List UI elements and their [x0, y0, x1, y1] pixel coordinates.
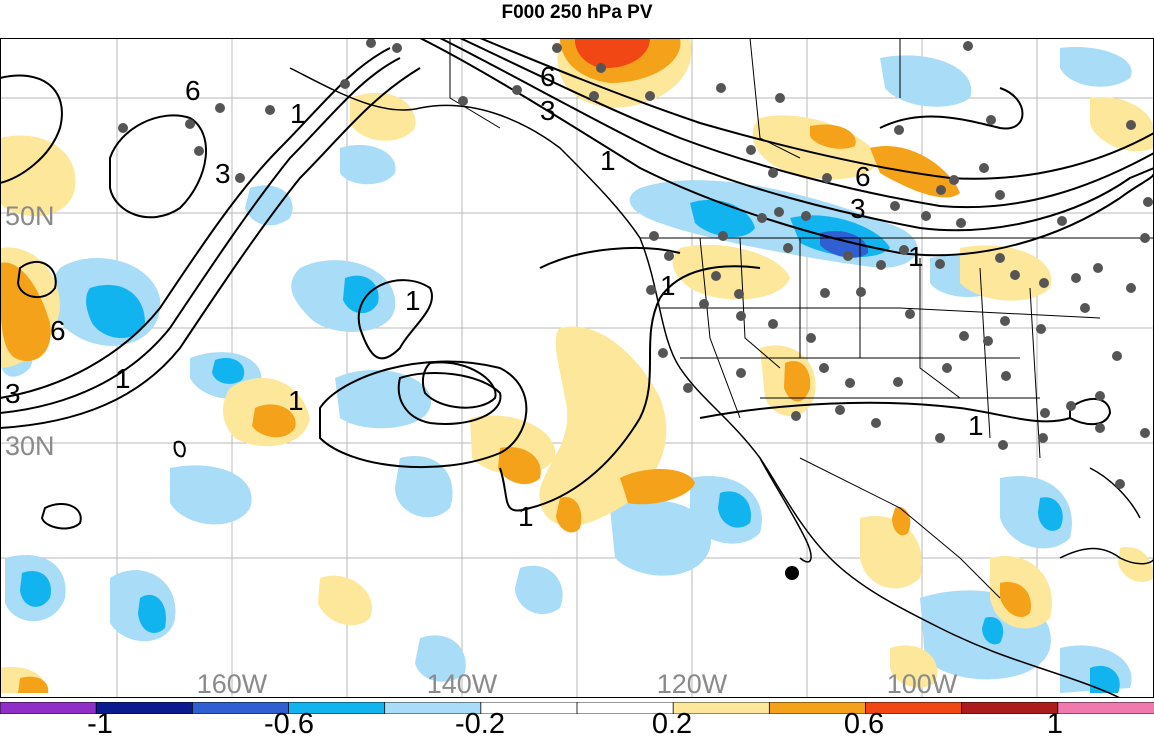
colorbar-tick-label: 0.6	[843, 708, 885, 740]
lat-label-30n: 30N	[5, 431, 55, 461]
colorbar	[0, 702, 1154, 714]
colorbar-tick-label: -0.2	[455, 708, 505, 740]
contour-label: 1	[518, 501, 534, 532]
contour-label: 1	[908, 241, 924, 272]
contour-label: 1	[288, 385, 304, 416]
pv-map: 6 3 1 6 3 1 1 1 1 1 6 3 1 6 3 1 1 50N 30…	[0, 38, 1154, 698]
lon-label-160w: 160W	[197, 669, 268, 698]
lon-label-100w: 100W	[887, 669, 958, 698]
contour-label: 3	[5, 378, 21, 409]
colorbar-tick-label: -1	[87, 708, 113, 740]
contour-label: 1	[405, 285, 421, 316]
lon-label-120w: 120W	[657, 669, 728, 698]
contour-label: 6	[185, 75, 201, 106]
lat-labels: 50N 30N	[5, 201, 55, 461]
colorbar-swatch	[0, 702, 98, 714]
contour-label: 1	[600, 145, 616, 176]
contour-label: 1	[290, 98, 306, 129]
colorbar-tick-label: -0.6	[264, 708, 314, 740]
colorbar-tick-label: 1	[1046, 708, 1064, 740]
contour-label: 3	[850, 193, 866, 224]
coastlines	[289, 67, 1154, 698]
contour-label: 1	[968, 410, 984, 441]
contour-label: 6	[50, 315, 66, 346]
lon-label-140w: 140W	[427, 669, 498, 698]
contour-label: 1	[660, 270, 676, 301]
contour-label-group: 6 3 1 6 3 1 1 1 1 1 6 3 1 6 3 1 1	[5, 61, 984, 532]
strongest-positive-pv-shading	[574, 38, 650, 69]
contour-label: 3	[215, 158, 231, 189]
contour-label: 1	[115, 363, 131, 394]
lat-label-50n: 50N	[5, 201, 55, 231]
station-markers	[118, 38, 1153, 489]
colorbar-tick-label: 0.2	[651, 708, 693, 740]
contour-label: 6	[855, 161, 871, 192]
marker-dot	[785, 566, 799, 580]
political-boundaries	[449, 38, 1154, 599]
lon-labels: 160W 140W 120W 100W	[197, 669, 958, 698]
pv-contours	[0, 38, 1154, 530]
colorbar-swatch	[1057, 702, 1154, 714]
contour-label: 6	[540, 61, 556, 92]
map-title: F000 250 hPa PV	[501, 2, 653, 23]
contour-label: 3	[540, 95, 556, 126]
colorbar-swatch	[961, 702, 1059, 714]
